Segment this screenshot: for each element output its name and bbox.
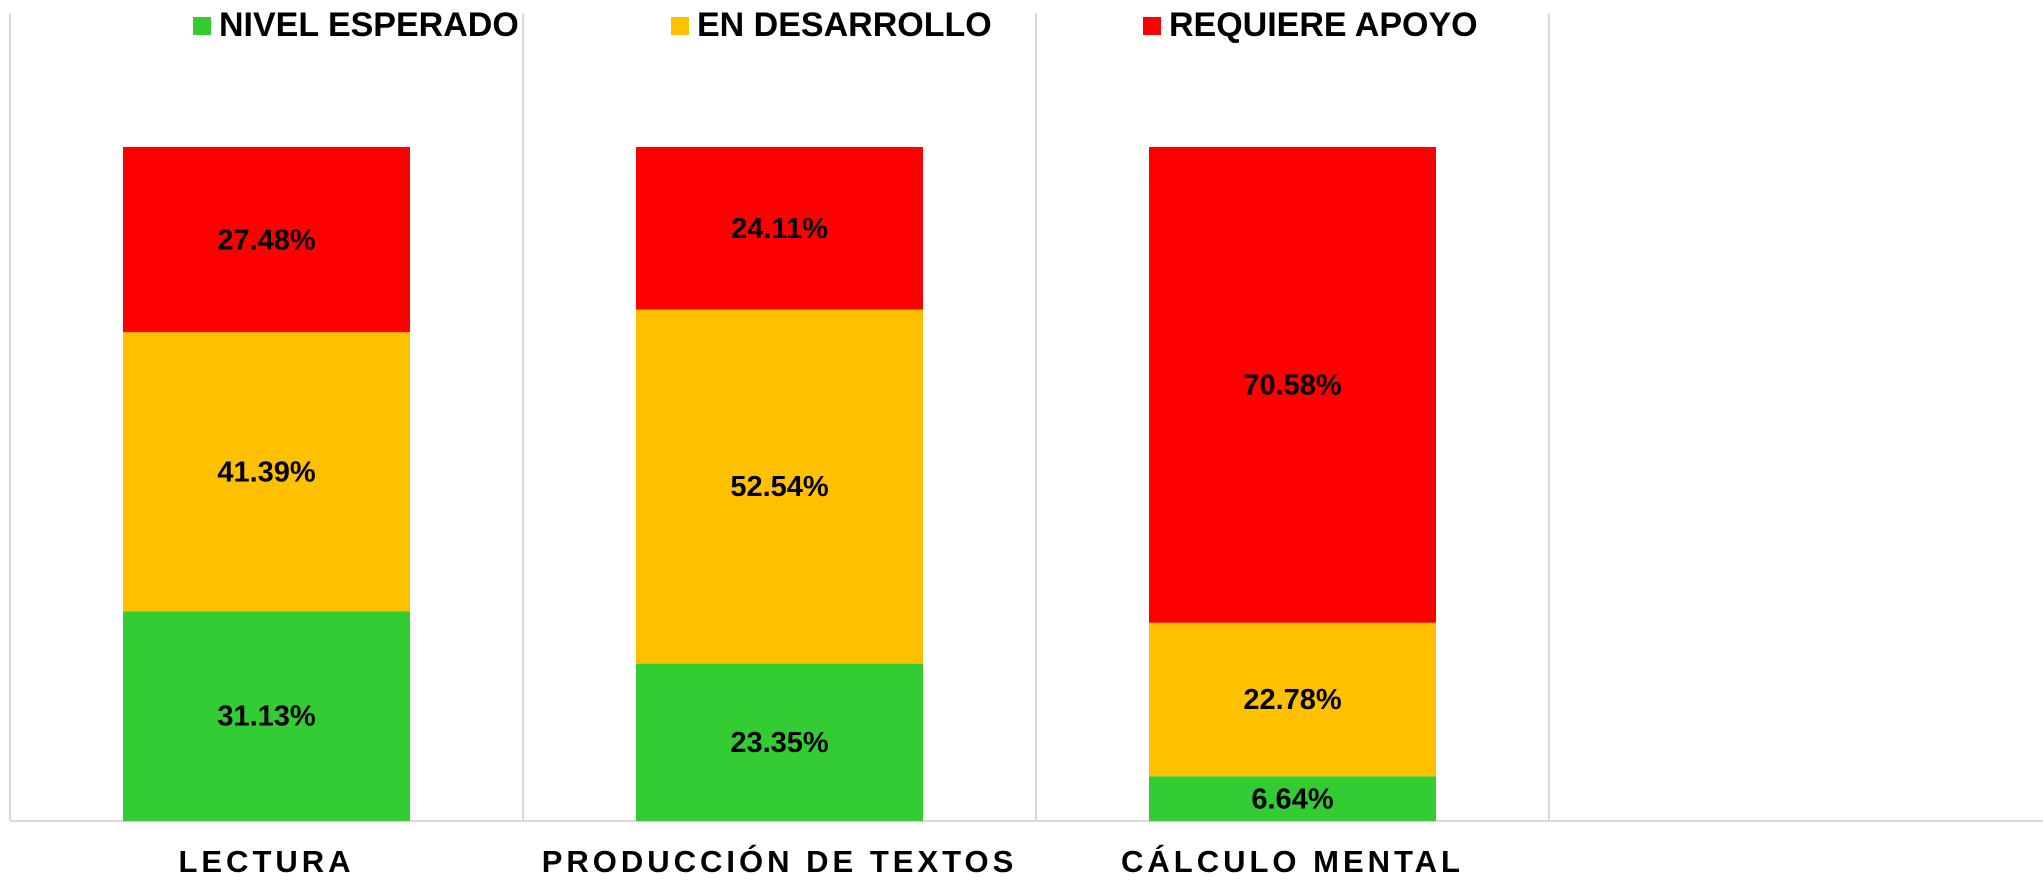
data-label: 41.39% bbox=[217, 456, 316, 488]
bar-segment bbox=[636, 309, 923, 664]
legend-label: EN DESARROLLO bbox=[697, 6, 992, 44]
x-tick-label: CÁLCULO MENTAL bbox=[1121, 844, 1464, 879]
legend-swatch bbox=[193, 17, 211, 35]
bar-segment bbox=[123, 147, 410, 333]
x-tick-label: LECTURA bbox=[178, 844, 354, 879]
bar-segment bbox=[636, 147, 923, 310]
legend-label: REQUIERE APOYO bbox=[1169, 6, 1478, 44]
bar-segment bbox=[1149, 147, 1436, 623]
data-label: 23.35% bbox=[730, 727, 829, 759]
data-label: 70.58% bbox=[1243, 370, 1342, 402]
data-label: 27.48% bbox=[217, 224, 316, 256]
data-label: 22.78% bbox=[1243, 684, 1342, 716]
data-label: 52.54% bbox=[730, 471, 829, 503]
data-label: 31.13% bbox=[217, 701, 316, 733]
data-label: 6.64% bbox=[1251, 783, 1333, 815]
bar-segment bbox=[1149, 622, 1436, 777]
bar-segment bbox=[1149, 776, 1436, 821]
data-label: 24.11% bbox=[731, 213, 828, 245]
legend-swatch bbox=[671, 17, 689, 35]
bar-segment bbox=[123, 611, 410, 821]
legend-label: NIVEL ESPERADO bbox=[219, 6, 519, 44]
bar-segment bbox=[123, 332, 410, 612]
bar-segment bbox=[636, 663, 923, 821]
x-tick-label: PRODUCCIÓN DE TEXTOS bbox=[542, 843, 1018, 879]
legend-swatch bbox=[1143, 17, 1161, 35]
